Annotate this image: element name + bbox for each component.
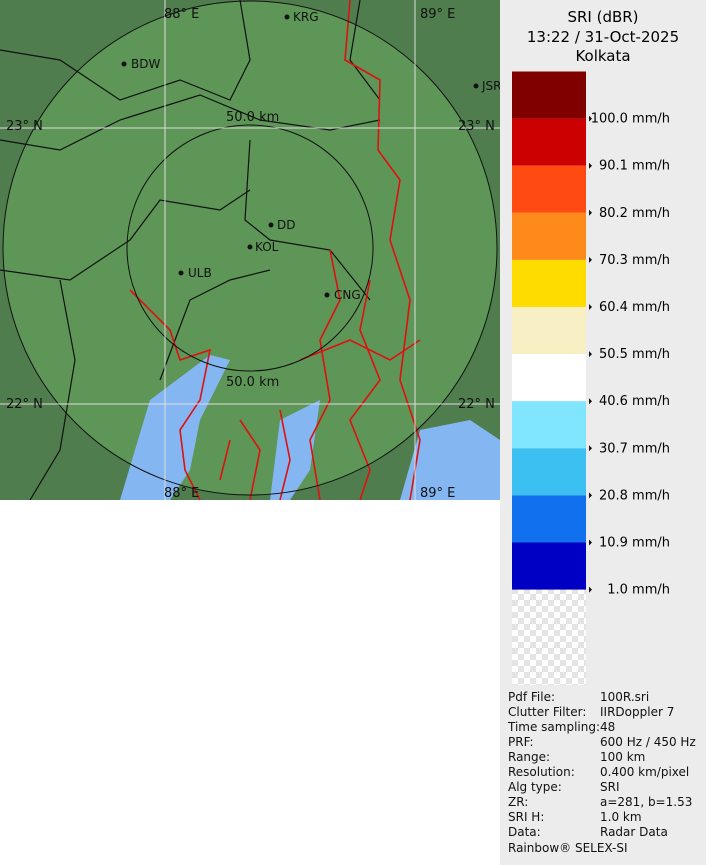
info-value: 600 Hz / 450 Hz <box>600 735 696 749</box>
info-value: 1.0 km <box>600 810 642 824</box>
range-label: 50.0 km <box>226 110 279 125</box>
legend-title: SRI (dBR) <box>567 8 638 26</box>
legend-label: 90.1 mm/h <box>599 159 670 174</box>
radar-map: 88° E 89° E 88° E 89° E 23° N 23° N 22° … <box>0 0 500 500</box>
lat-label: 23° N <box>6 119 43 134</box>
boundaries <box>0 0 381 500</box>
range-label: 50.0 km <box>226 375 279 390</box>
legend: SRI (dBR) 13:22 / 31-Oct-2025 Kolkata 10… <box>512 8 679 685</box>
legend-label: 10.9 mm/h <box>599 536 670 551</box>
info-row: Alg type: SRI <box>508 780 620 794</box>
lon-label: 89° E <box>420 486 455 500</box>
city-dots <box>121 14 479 298</box>
legend-swatch <box>512 212 586 260</box>
legend-tick <box>589 209 592 216</box>
range-rings <box>2 0 498 496</box>
legend-swatch <box>512 542 586 590</box>
city-label: KRG <box>293 10 319 24</box>
legend-tick <box>589 351 592 358</box>
legend-swatch <box>512 401 586 449</box>
legend-label: 100.0 mm/h <box>591 112 670 127</box>
city-label: BDW <box>131 57 160 71</box>
legend-label: 80.2 mm/h <box>599 206 670 221</box>
info-value: 48 <box>600 720 616 734</box>
info-row: Data: Radar Data <box>508 825 668 839</box>
legend-swatch <box>512 71 586 119</box>
city-label: KOL <box>255 240 279 254</box>
legend-swatch <box>512 448 586 496</box>
legend-swatch <box>512 165 586 213</box>
lon-label: 88° E <box>164 486 199 500</box>
legend-swatch <box>512 118 586 166</box>
legend-tick <box>589 445 592 452</box>
legend-label: 70.3 mm/h <box>599 253 670 268</box>
legend-swatch <box>512 307 586 355</box>
legend-tick <box>589 492 592 499</box>
lat-label: 23° N <box>458 119 495 134</box>
rivers <box>129 0 421 500</box>
info-row: Time sampling: 48 <box>508 720 616 734</box>
station: Kolkata <box>575 47 630 65</box>
legend-label: 1.0 mm/h <box>607 583 670 598</box>
info-row: ZR: a=281, b=1.53 <box>508 795 693 809</box>
info-value: SRI <box>600 780 620 794</box>
legend-tick <box>589 162 592 169</box>
timestamp: 13:22 / 31-Oct-2025 <box>527 28 679 46</box>
info-value: 100 km <box>600 750 646 764</box>
legend-label: 60.4 mm/h <box>599 300 670 315</box>
legend-label: 50.5 mm/h <box>599 347 670 362</box>
info-value: a=281, b=1.53 <box>600 795 693 809</box>
legend-label: 30.7 mm/h <box>599 441 670 456</box>
legend-tick <box>589 586 592 593</box>
legend-tick <box>589 115 592 122</box>
legend-label: 20.8 mm/h <box>599 488 670 503</box>
info-row: Pdf File: 100R.sri <box>508 690 650 704</box>
info-value: 0.400 km/pixel <box>600 765 690 779</box>
city-label: JSR <box>481 79 500 93</box>
info-value: 100R.sri <box>600 690 650 704</box>
info-value: Radar Data <box>600 825 668 839</box>
lon-label: 89° E <box>420 7 455 22</box>
info-value: IIRDoppler 7 <box>600 705 675 719</box>
city-label: ULB <box>188 266 212 280</box>
lat-label: 22° N <box>6 397 43 412</box>
city-label: CNG <box>334 288 361 302</box>
legend-tick <box>589 539 592 546</box>
info-row: SRI H: 1.0 km <box>508 810 642 824</box>
info-row: Resolution: 0.400 km/pixel <box>508 765 690 779</box>
legend-label: 40.6 mm/h <box>599 394 670 409</box>
no-data-swatch <box>512 589 586 685</box>
legend-tick <box>589 398 592 405</box>
water <box>120 355 500 500</box>
footer: Rainbow® SELEX-SI <box>508 841 628 855</box>
info-row: Clutter Filter: IIRDoppler 7 <box>508 705 675 719</box>
legend-tick <box>589 304 592 310</box>
legend-swatch <box>512 495 586 543</box>
info-row: PRF: 600 Hz / 450 Hz <box>508 735 696 749</box>
legend-tick <box>589 256 592 263</box>
city-label: DD <box>277 218 295 232</box>
graticule <box>0 0 500 500</box>
lon-label: 88° E <box>164 7 199 22</box>
info-row: Range: 100 km <box>508 750 646 764</box>
side-panel: SRI (dBR) 13:22 / 31-Oct-2025 Kolkata 10… <box>500 0 706 865</box>
lat-label: 22° N <box>458 397 495 412</box>
legend-swatch <box>512 354 586 402</box>
legend-swatch <box>512 259 586 307</box>
